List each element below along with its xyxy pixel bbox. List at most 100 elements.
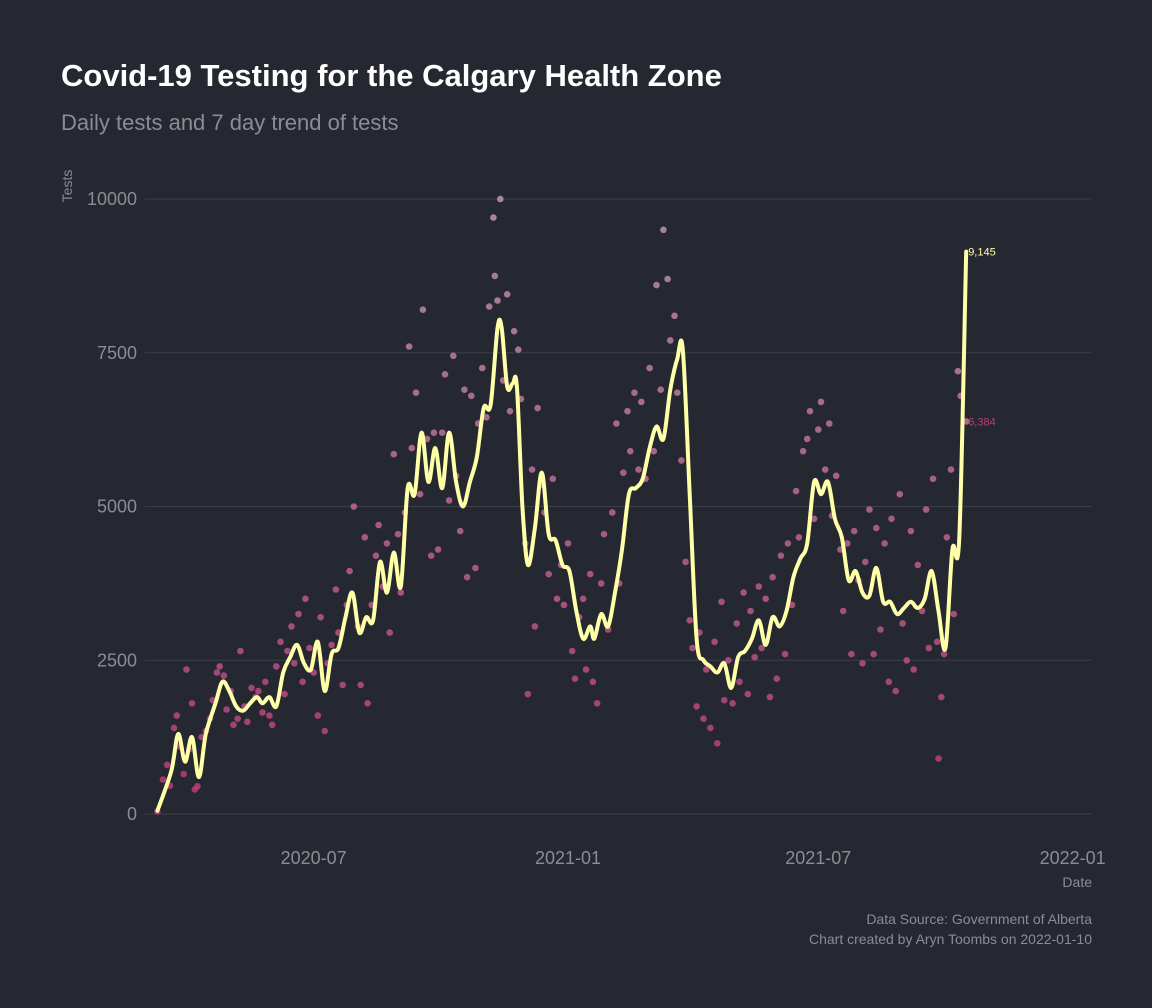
daily-test-point bbox=[438, 429, 446, 437]
daily-test-point bbox=[903, 657, 910, 664]
daily-test-point bbox=[405, 343, 413, 350]
daily-test-point bbox=[361, 534, 369, 541]
daily-test-point bbox=[940, 650, 948, 658]
daily-test-point bbox=[877, 626, 884, 633]
daily-test-point bbox=[929, 475, 937, 483]
daily-test-point bbox=[925, 644, 933, 652]
daily-test-point bbox=[674, 389, 681, 397]
daily-test-point bbox=[682, 558, 689, 566]
daily-test-point bbox=[483, 414, 490, 421]
daily-test-point bbox=[943, 534, 951, 541]
daily-test-point bbox=[667, 337, 674, 344]
daily-test-point bbox=[810, 515, 818, 523]
trend-end-label: 9,145 bbox=[968, 247, 996, 259]
daily-test-point bbox=[635, 466, 642, 473]
daily-test-point bbox=[491, 272, 499, 280]
daily-test-point bbox=[910, 666, 917, 673]
daily-test-point bbox=[755, 583, 763, 590]
daily-test-point bbox=[248, 684, 255, 692]
daily-test-point bbox=[494, 297, 501, 304]
y-tick-label: 2500 bbox=[97, 650, 137, 670]
daily-test-point bbox=[747, 607, 754, 615]
daily-test-point bbox=[213, 669, 221, 676]
daily-test-point bbox=[678, 457, 685, 464]
daily-test-point bbox=[445, 497, 453, 504]
daily-end-label: 6,384 bbox=[968, 416, 996, 428]
daily-test-point bbox=[419, 306, 427, 314]
daily-test-point bbox=[700, 715, 707, 722]
daily-test-point bbox=[216, 663, 223, 670]
daily-test-point bbox=[784, 540, 792, 547]
daily-test-point bbox=[718, 598, 725, 606]
daily-test-point bbox=[918, 607, 926, 615]
caption-source: Data Source: Government of Alberta bbox=[866, 911, 1092, 927]
daily-test-point bbox=[653, 281, 660, 289]
daily-test-point bbox=[657, 386, 664, 394]
daily-test-point bbox=[873, 524, 880, 532]
daily-test-point bbox=[870, 650, 877, 658]
daily-test-point bbox=[693, 703, 700, 710]
y-axis-ticks: 0 2500 5000 7500 10000 bbox=[87, 189, 137, 824]
daily-test-point bbox=[441, 371, 449, 378]
daily-test-point bbox=[564, 540, 572, 547]
daily-test-point bbox=[832, 472, 840, 480]
daily-test-point bbox=[357, 681, 365, 689]
daily-test-point bbox=[660, 226, 667, 234]
daily-test-point bbox=[244, 718, 251, 726]
daily-test-point bbox=[624, 407, 631, 415]
daily-test-point bbox=[881, 540, 888, 547]
daily-test-point bbox=[848, 650, 855, 658]
x-tick-label: 2020-07 bbox=[281, 848, 347, 868]
daily-test-point bbox=[736, 678, 743, 686]
daily-test-point bbox=[506, 407, 514, 415]
daily-test-point bbox=[803, 435, 811, 443]
y-tick-label: 10000 bbox=[87, 189, 137, 209]
daily-test-point bbox=[638, 398, 645, 406]
daily-test-point bbox=[817, 398, 825, 406]
daily-test-point bbox=[170, 724, 178, 732]
daily-test-point bbox=[302, 595, 309, 603]
daily-test-point bbox=[792, 487, 800, 495]
daily-test-point bbox=[314, 712, 322, 719]
daily-test-point bbox=[346, 567, 353, 575]
x-tick-label: 2021-07 bbox=[785, 848, 851, 868]
daily-test-point bbox=[729, 700, 736, 707]
daily-test-point bbox=[844, 540, 851, 547]
daily-test-point bbox=[510, 327, 518, 335]
daily-test-point bbox=[766, 693, 774, 701]
daily-test-point bbox=[571, 675, 579, 682]
daily-test-point bbox=[503, 291, 511, 298]
x-axis-title: Date bbox=[1062, 874, 1092, 890]
trend-line bbox=[155, 249, 969, 813]
daily-test-point bbox=[549, 475, 557, 483]
daily-test-point bbox=[711, 638, 718, 646]
daily-test-point bbox=[896, 490, 904, 498]
daily-test-point bbox=[954, 367, 962, 375]
daily-test-point bbox=[531, 623, 539, 630]
daily-test-point bbox=[434, 546, 442, 553]
daily-test-point bbox=[933, 638, 941, 646]
y-axis-title: Tests bbox=[59, 170, 75, 203]
daily-test-point bbox=[744, 690, 752, 698]
daily-test-point bbox=[650, 447, 658, 455]
daily-test-point bbox=[568, 647, 576, 655]
y-tick-label: 0 bbox=[127, 804, 137, 824]
daily-test-point bbox=[262, 678, 269, 686]
daily-test-point bbox=[950, 610, 958, 618]
daily-test-point bbox=[795, 534, 803, 541]
daily-test-point bbox=[291, 660, 298, 667]
daily-test-point bbox=[372, 552, 380, 559]
daily-test-point bbox=[485, 303, 493, 310]
daily-test-point bbox=[288, 623, 295, 630]
daily-test-point bbox=[234, 715, 241, 722]
daily-test-point bbox=[468, 392, 475, 400]
daily-test-point bbox=[597, 580, 605, 587]
daily-test-point bbox=[255, 687, 262, 695]
daily-test-point bbox=[627, 447, 634, 455]
daily-test-point bbox=[703, 666, 710, 673]
daily-test-point bbox=[159, 776, 167, 783]
daily-test-point bbox=[299, 678, 306, 686]
daily-test-point bbox=[284, 647, 291, 655]
daily-test-point bbox=[758, 644, 765, 652]
daily-test-point bbox=[777, 552, 785, 559]
